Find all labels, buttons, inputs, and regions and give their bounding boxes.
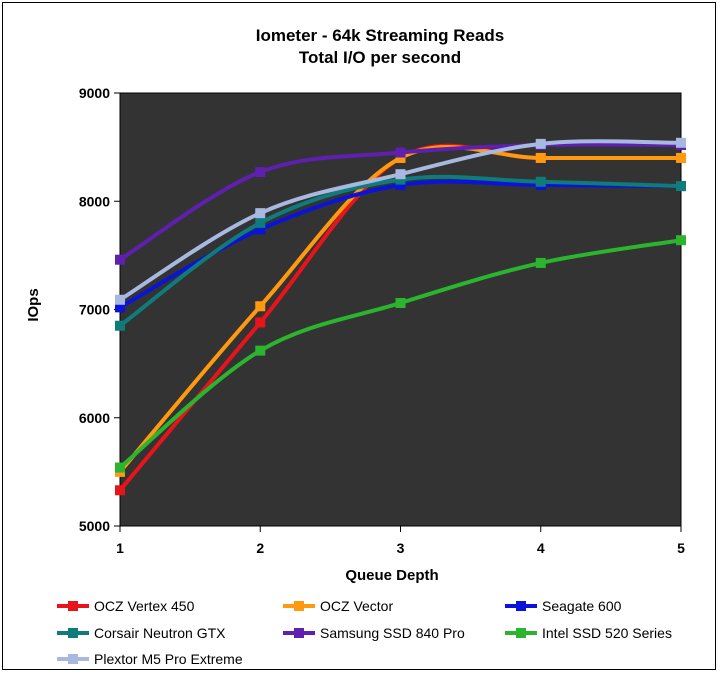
data-point-marker (676, 235, 686, 246)
data-point-marker (115, 320, 125, 331)
y-axis-title: IOps (25, 288, 42, 321)
legend-item-samsung-ssd-840-pro: Samsung SSD 840 Pro (283, 625, 465, 641)
data-point-marker (395, 169, 406, 180)
legend-item-plextor-m5-pro-extreme: Plextor M5 Pro Extreme (57, 651, 243, 667)
series-intel-ssd-520-series (115, 235, 686, 473)
chart-subtitle: Total I/O per second (299, 48, 461, 67)
data-point-marker (395, 152, 406, 163)
legend-label: Intel SSD 520 Series (542, 625, 672, 641)
x-tick-label: 3 (397, 540, 405, 556)
x-tick-label: 1 (116, 540, 124, 556)
series-line (118, 174, 683, 328)
legend-swatch-marker (68, 654, 78, 664)
data-point-marker (255, 345, 266, 356)
data-point-marker (115, 294, 125, 305)
legend-item-seagate-600: Seagate 600 (505, 598, 622, 614)
y-tick-label: 7000 (79, 302, 110, 318)
data-point-marker (115, 254, 125, 265)
legend: OCZ Vertex 450 OCZ Vector Seagate 600 Corsa… (57, 598, 672, 667)
legend-label: Corsair Neutron GTX (94, 625, 226, 641)
legend-swatch-marker (516, 628, 526, 638)
legend-swatch-marker (516, 601, 526, 611)
legend-label: Samsung SSD 840 Pro (320, 625, 465, 641)
legend-label: Seagate 600 (542, 598, 622, 614)
chart-title: Iometer - 64k Streaming Reads (256, 26, 504, 45)
data-point-marker (535, 257, 546, 268)
x-tick-label: 2 (256, 540, 264, 556)
data-point-marker (676, 181, 686, 192)
legend-label: Plextor M5 Pro Extreme (94, 651, 243, 667)
data-point-marker (676, 152, 686, 163)
data-point-marker (535, 138, 546, 149)
data-point-marker (255, 217, 266, 228)
x-tick-label: 4 (537, 540, 545, 556)
data-point-marker (115, 462, 125, 473)
data-point-marker (255, 224, 266, 235)
y-tick-label: 5000 (79, 518, 110, 534)
data-point-marker (115, 485, 125, 496)
data-point-marker (535, 176, 546, 187)
x-tick-label: 5 (677, 540, 685, 556)
data-point-marker (255, 208, 266, 219)
data-point-marker (535, 152, 546, 163)
data-point-marker (395, 180, 406, 191)
plot-area: 5000 6000 7000 8000 9000 1 2 3 4 5 (79, 85, 686, 556)
legend-swatch-marker (68, 628, 78, 638)
series-corsair-neutron-gtx (115, 174, 686, 331)
data-point-marker (255, 167, 266, 178)
y-tick-label: 9000 (79, 85, 110, 101)
legend-item-ocz-vector: OCZ Vector (283, 598, 393, 614)
legend-swatch-marker (68, 601, 78, 611)
legend-item-corsair-neutron-gtx: Corsair Neutron GTX (57, 625, 226, 641)
plot-background (119, 92, 682, 527)
data-point-marker (255, 317, 266, 328)
legend-swatch-marker (294, 628, 304, 638)
legend-label: OCZ Vertex 450 (94, 598, 195, 614)
series-plextor-m5-pro-extreme (115, 137, 686, 305)
y-tick-label: 6000 (79, 410, 110, 426)
series-line (118, 145, 683, 474)
x-axis-title: Queue Depth (345, 567, 438, 584)
data-point-marker (395, 147, 406, 158)
legend-label: OCZ Vector (320, 598, 393, 614)
y-tick-label: 8000 (79, 193, 110, 209)
data-point-marker (115, 302, 125, 313)
legend-swatch-marker (294, 601, 304, 611)
data-point-marker (395, 298, 406, 309)
data-point-marker (676, 137, 686, 148)
legend-item-intel-ssd-520-series: Intel SSD 520 Series (505, 625, 672, 641)
data-point-marker (255, 301, 266, 312)
legend-item-ocz-vertex-450: OCZ Vertex 450 (57, 598, 195, 614)
data-point-marker (395, 174, 406, 185)
